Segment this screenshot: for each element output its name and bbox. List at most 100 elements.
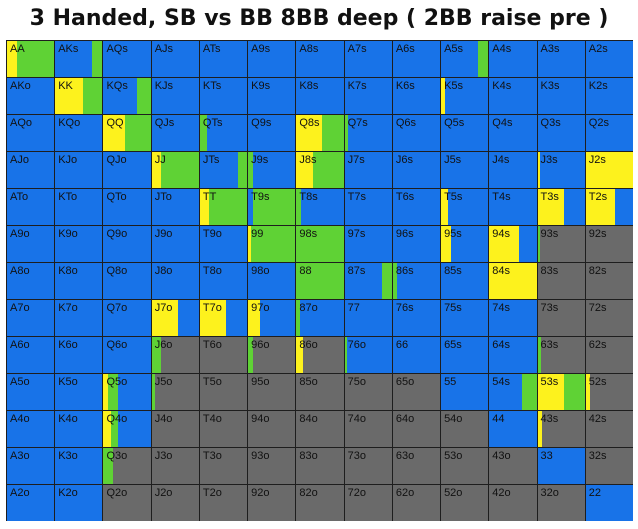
hand-label: Q3o [106,450,128,462]
hand-cell: A8o [7,263,55,299]
hand-cell: JTs [199,152,248,188]
hand-cell: Q5s [441,115,489,151]
hand-label: T6o [202,339,222,351]
range-segment [392,337,441,373]
hand-cell: Q6o [103,337,151,373]
range-segment [441,448,489,484]
range-segment [477,41,489,77]
range-segment [585,189,616,225]
range-segment [537,485,585,521]
hand-cell: 55 [441,374,489,410]
range-segment [542,411,585,447]
range-segment [441,411,489,447]
range-segment [252,189,296,225]
hand-label: K3o [58,450,78,462]
hand-label: A5o [10,376,30,388]
hand-label: 65s [444,339,462,351]
range-segment [7,152,55,188]
range-segment [441,41,478,77]
hand-cell: J7s [344,152,392,188]
hand-label: 98s [299,228,318,240]
range-segment [151,337,162,373]
range-segment [7,411,55,447]
hand-label: T9s [251,191,270,203]
hand-label: Q9o [106,228,128,240]
range-segment [489,226,519,262]
hand-label: Q7o [106,302,128,314]
hand-label: 22 [588,487,602,499]
hand-label: J3o [154,450,173,462]
range-segment [344,411,392,447]
hand-label: 62o [395,487,415,499]
hand-cell: KTo [55,189,103,225]
range-segment [344,41,392,77]
hand-label: Q2o [106,487,128,499]
range-segment [103,374,109,410]
hand-label: 63o [395,450,415,462]
hand-label: T2s [588,191,608,203]
range-segment [301,189,344,225]
range-segment [7,263,55,299]
range-segment [296,189,302,225]
hand-cell: 44 [489,411,537,447]
hand-label: 65o [395,376,415,388]
range-segment [296,263,344,299]
hand-cell: 72o [344,485,392,521]
hand-label: K6s [395,80,415,92]
range-segment [55,189,103,225]
hand-label: 83s [540,265,559,277]
range-segment [303,337,344,373]
hand-label: Q5o [106,376,128,388]
hand-label: K5s [444,80,464,92]
range-segment [296,41,344,77]
hand-cell: T7o [199,300,248,336]
hand-cell: 62s [585,337,633,373]
range-segment [537,226,541,262]
range-segment [55,337,103,373]
range-segment [441,78,445,114]
hand-cell: 63s [537,337,585,373]
range-segment [55,78,83,114]
hand-label: Q4o [106,413,128,425]
hand-label: A8o [10,265,30,277]
hand-label: KTo [58,191,78,203]
hand-label: K5o [58,376,78,388]
range-segment [392,152,441,188]
range-segment [161,337,199,373]
range-segment [344,152,392,188]
hand-label: T4o [202,413,222,425]
hand-cell: 52s [585,374,633,410]
hand-cell: AQs [103,41,151,77]
hand-label: J6s [395,154,413,166]
hand-label: AJo [10,154,29,166]
hand-label: A4s [492,43,512,55]
hand-cell: AKo [7,78,55,114]
hand-label: T9o [202,228,222,240]
hand-label: 72s [588,302,607,314]
hand-label: 64s [492,339,511,351]
range-segment [489,152,537,188]
hand-cell: J5s [441,152,489,188]
range-segment [151,226,199,262]
hand-label: 43s [540,413,559,425]
hand-cell: 92o [248,485,296,521]
hand-cell: T3s [537,189,585,225]
range-segment [55,300,103,336]
hand-label: A7o [10,302,30,314]
range-segment [590,374,633,410]
hand-cell: 94s [489,226,537,262]
hand-label: 72o [347,487,366,499]
hand-cell: K8s [296,78,344,114]
hand-label: T2o [202,487,222,499]
range-segment [151,152,162,188]
hand-label: J7o [154,302,173,314]
hand-cell: K3s [537,78,585,114]
hand-cell: A2o [7,485,55,521]
hand-label: 99 [251,228,264,240]
range-segment [537,263,585,299]
hand-cell: 97o [248,300,296,336]
hand-cell: K4o [55,411,103,447]
range-segment [392,300,441,336]
range-segment [248,411,296,447]
hand-cell: J9o [151,226,199,262]
